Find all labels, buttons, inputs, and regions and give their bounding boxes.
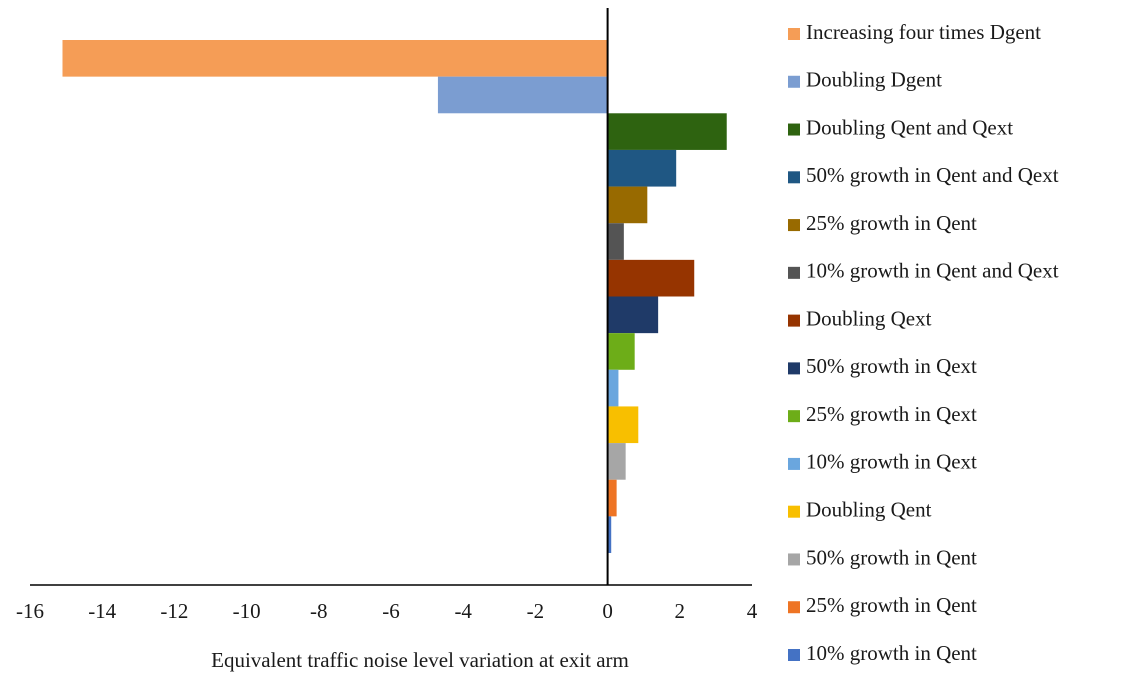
legend-swatch: [788, 123, 800, 136]
legend-swatch: [788, 505, 800, 518]
legend-label: Doubling Dgent: [806, 68, 942, 92]
bar: [607, 186, 648, 224]
legend-label: 25% growth in Qent: [806, 211, 977, 235]
x-axis-label: Equivalent traffic noise level variation…: [211, 648, 629, 672]
legend-label: 50% growth in Qent and Qext: [806, 163, 1059, 187]
x-tick-label: -12: [160, 599, 188, 623]
bar: [607, 516, 612, 553]
bar: [607, 223, 624, 260]
bar: [607, 296, 659, 334]
legend-label: Doubling Qent: [806, 498, 932, 522]
legend-label: 50% growth in Qent: [806, 545, 977, 569]
legend-swatch: [788, 362, 800, 375]
legend-label: 10% growth in Qext: [806, 450, 977, 474]
x-tick-label: -8: [310, 599, 328, 623]
legend-swatch: [788, 219, 800, 232]
x-tick-label: -16: [16, 599, 44, 623]
legend-swatch: [788, 314, 800, 327]
legend-swatch: [788, 266, 800, 279]
legend-swatch: [788, 649, 800, 661]
legend-swatch: [788, 75, 800, 88]
x-tick-label: -14: [88, 599, 116, 623]
legend-label: 25% growth in Qent: [806, 593, 977, 617]
legend-swatch: [788, 601, 800, 614]
bar: [607, 369, 619, 407]
x-tick-label: 0: [602, 599, 613, 623]
legend-swatch: [788, 28, 800, 40]
x-tick-label: 4: [747, 599, 758, 623]
bar: [607, 333, 635, 370]
legend-label: Increasing four times Dgent: [806, 20, 1041, 44]
legend-label: 10% growth in Qent: [806, 641, 977, 665]
legend-label: Doubling Qext: [806, 306, 932, 330]
legend-swatch: [788, 410, 800, 423]
bar: [437, 76, 608, 114]
bar: [607, 113, 727, 150]
legend-swatch: [788, 171, 800, 184]
x-tick-label: -2: [527, 599, 545, 623]
legend-label: 25% growth in Qext: [806, 402, 977, 426]
legend-label: 50% growth in Qext: [806, 354, 977, 378]
x-tick-label: -4: [454, 599, 472, 623]
legend-swatch: [788, 457, 800, 470]
x-tick-label: -10: [233, 599, 261, 623]
bar: [607, 149, 677, 187]
x-tick-label: -6: [382, 599, 400, 623]
bar: [607, 479, 617, 517]
legend-swatch: [788, 553, 800, 566]
bar: [607, 406, 639, 444]
legend-label: Doubling Qent and Qext: [806, 115, 1013, 139]
bar: [607, 443, 626, 480]
x-tick-label: 2: [675, 599, 686, 623]
legend-label: 10% growth in Qent and Qext: [806, 259, 1059, 283]
bar: [607, 259, 695, 297]
bar: [62, 40, 608, 77]
